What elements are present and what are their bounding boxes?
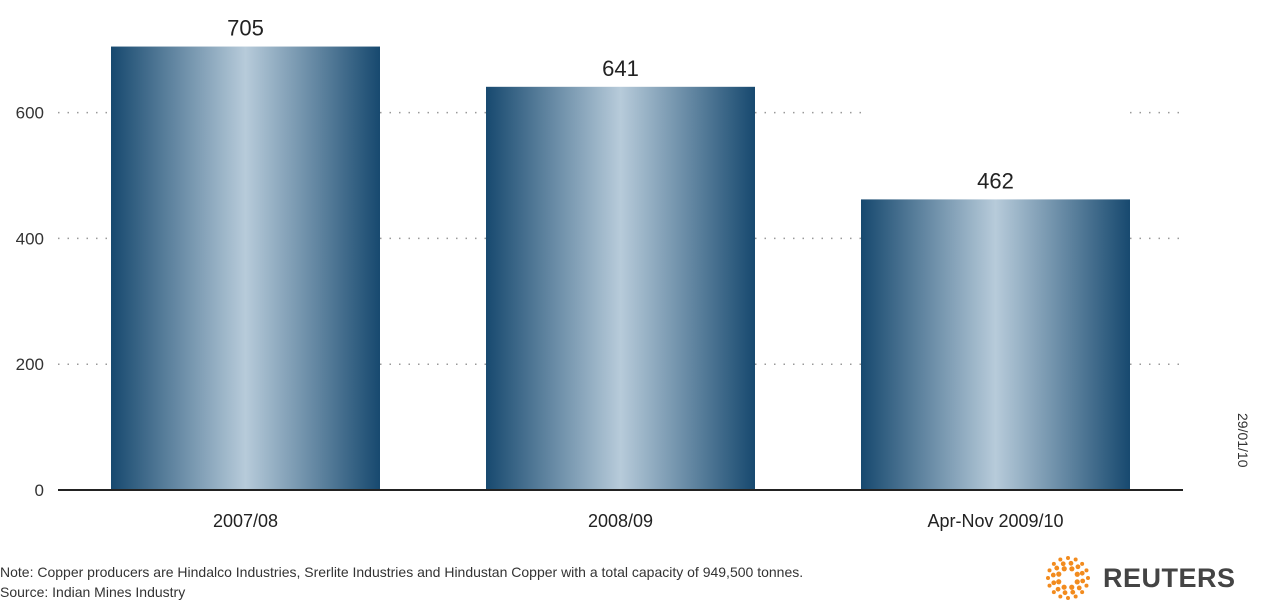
logo-dot	[1050, 572, 1056, 578]
category-label-3: Apr-Nov 2009/10	[927, 511, 1063, 531]
category-label-2: 2008/09	[588, 511, 653, 531]
y-tick-label: 0	[35, 481, 44, 500]
logo-dot	[1056, 571, 1062, 577]
logo-dot	[1066, 596, 1070, 600]
data-labels: 705 641 462	[227, 16, 1014, 194]
logo-dot	[1075, 564, 1081, 570]
category-label-1: 2007/08	[213, 511, 278, 531]
y-tick-label: 400	[16, 229, 44, 248]
logo-dot	[1047, 568, 1052, 573]
logo-dot	[1047, 583, 1052, 588]
logo-dot	[1054, 565, 1060, 571]
logo-dot	[1069, 584, 1075, 590]
logo-dot	[1051, 561, 1056, 566]
x-axis-labels: 2007/08 2008/09 Apr-Nov 2009/10	[213, 511, 1064, 531]
logo-dot	[1080, 561, 1085, 566]
data-label-1: 705	[227, 16, 264, 41]
logo-dot	[1068, 560, 1074, 566]
y-axis-ticks: 0 200 400 600	[16, 104, 44, 500]
source-text: Source: Indian Mines Industry	[0, 584, 186, 600]
bar-2	[486, 86, 755, 490]
logo-dot	[1069, 566, 1075, 572]
logo-dot	[1073, 557, 1078, 562]
logo-dot	[1055, 586, 1061, 592]
logo-dot	[1062, 590, 1068, 596]
logo-dot	[1074, 571, 1080, 577]
reuters-logo: REUTERS	[1045, 555, 1255, 601]
y-tick-label: 200	[16, 355, 44, 374]
logo-dot	[1058, 594, 1063, 599]
bar-3	[861, 199, 1130, 491]
logo-dot	[1060, 561, 1066, 567]
bar-1	[111, 46, 380, 491]
logo-dot	[1070, 589, 1076, 595]
logo-dot	[1056, 579, 1062, 585]
logo-dot	[1058, 557, 1063, 562]
logo-dot	[1066, 556, 1070, 560]
bars	[111, 46, 1130, 491]
logo-dot	[1079, 570, 1085, 576]
reuters-dot-ring-icon	[1046, 556, 1090, 600]
note-text: Note: Copper producers are Hindalco Indu…	[0, 564, 804, 580]
logo-dot	[1080, 578, 1086, 584]
logo-dot	[1084, 583, 1089, 588]
logo-dot	[1084, 568, 1089, 573]
logo-dot	[1073, 594, 1078, 599]
y-tick-label: 600	[16, 104, 44, 123]
date-stamp: 29/01/10	[1235, 413, 1251, 468]
note-block: Note: Copper producers are Hindalco Indu…	[0, 562, 1050, 602]
logo-text: REUTERS	[1103, 563, 1236, 593]
logo-dot	[1076, 585, 1082, 591]
logo-dot	[1061, 566, 1067, 572]
data-label-2: 641	[602, 56, 639, 81]
logo-dot	[1051, 580, 1057, 586]
logo-dot	[1061, 584, 1067, 590]
logo-dot	[1046, 576, 1050, 580]
logo-dot	[1086, 576, 1090, 580]
logo-dot	[1051, 590, 1056, 595]
data-label-3: 462	[977, 168, 1014, 193]
logo-dot	[1074, 579, 1080, 585]
logo-dot	[1080, 590, 1085, 595]
